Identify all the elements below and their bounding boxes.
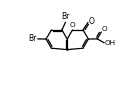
Text: Br: Br [28, 34, 36, 43]
Text: OH: OH [105, 40, 116, 46]
Text: O: O [70, 22, 75, 28]
Text: Br: Br [61, 12, 70, 21]
Text: O: O [102, 26, 107, 32]
Text: O: O [89, 17, 95, 26]
